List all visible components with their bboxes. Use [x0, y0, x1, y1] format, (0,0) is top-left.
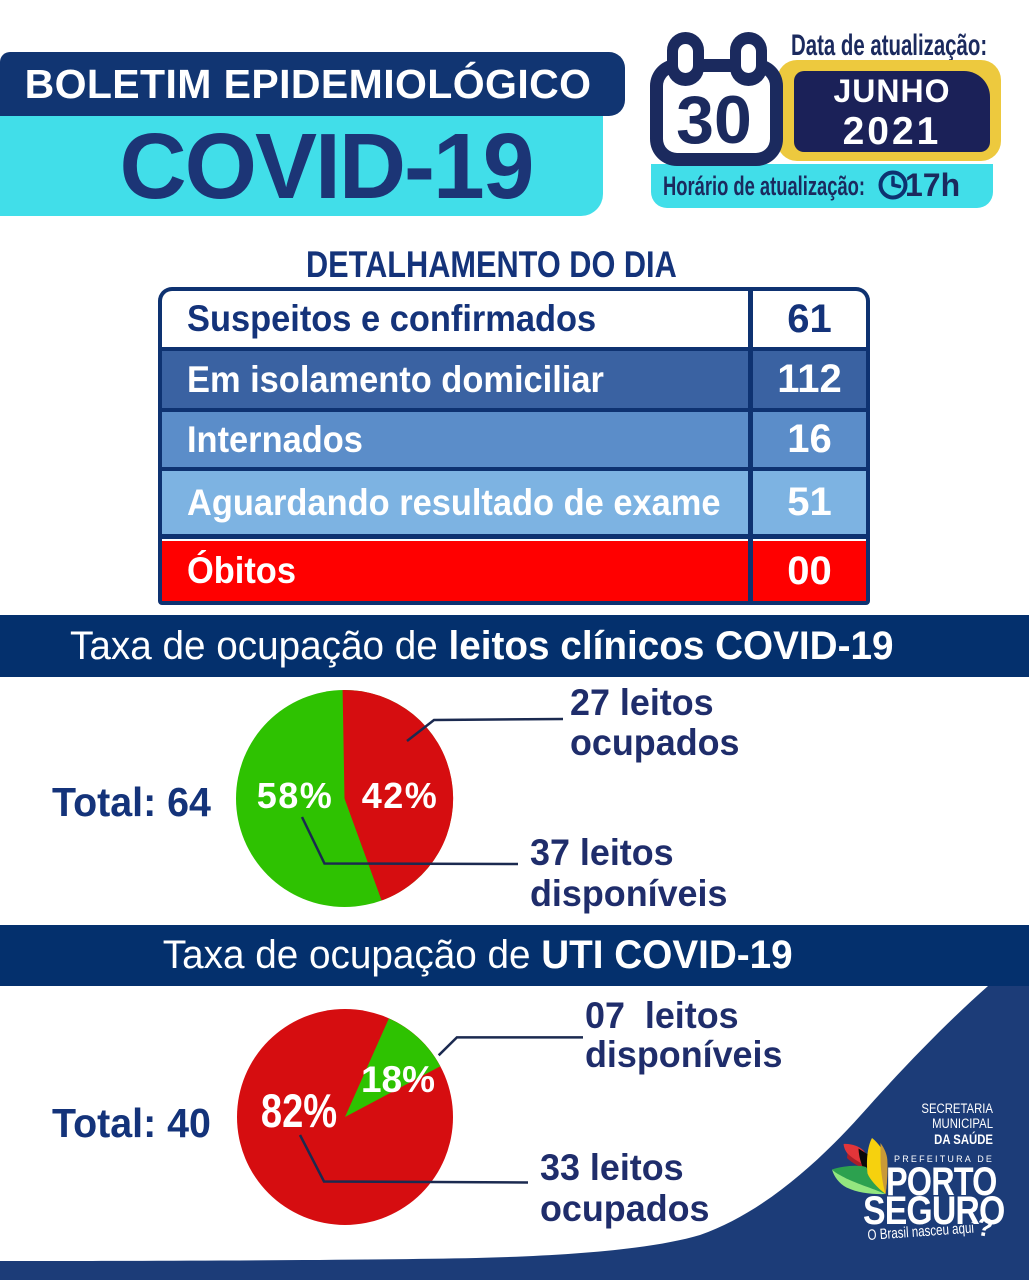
- svg-text:30: 30: [676, 82, 752, 158]
